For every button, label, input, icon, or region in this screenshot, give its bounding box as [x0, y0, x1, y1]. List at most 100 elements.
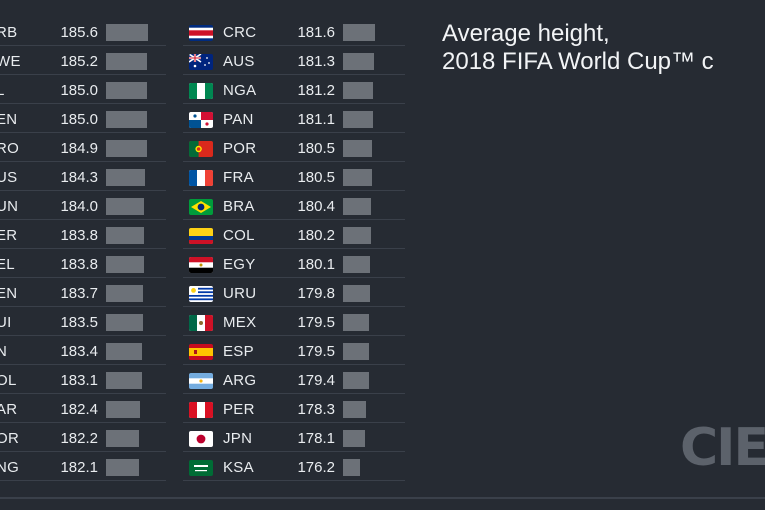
- country-code: L: [0, 82, 5, 99]
- saudi-arabia-flag-icon: [189, 460, 213, 476]
- height-bar: [343, 82, 374, 99]
- table-row: RB 185.6: [0, 17, 166, 46]
- height-value-label: 183.4: [60, 343, 98, 360]
- table-row: US 184.3: [0, 162, 166, 191]
- height-bar: [106, 24, 149, 41]
- height-value-label: 181.1: [297, 111, 335, 128]
- country-code: NG: [0, 459, 20, 476]
- country-code: NGA: [223, 82, 257, 99]
- height-bar: [106, 314, 143, 331]
- height-bar: [106, 401, 140, 418]
- cies-logo: CIES: [680, 418, 765, 478]
- country-code: CRC: [223, 24, 257, 41]
- height-value-label: 179.5: [297, 343, 335, 360]
- country-code: UN: [0, 198, 19, 215]
- height-bar: [106, 343, 143, 360]
- table-row: AUS 181.3: [183, 46, 405, 75]
- costa-rica-flag-icon: [189, 25, 213, 41]
- height-value-label: 180.5: [297, 140, 335, 157]
- table-row: WE 185.2: [0, 46, 166, 75]
- country-code: ESP: [223, 343, 254, 360]
- country-code: COL: [223, 227, 255, 244]
- height-bar: [343, 401, 366, 418]
- table-row: POR 180.5: [183, 133, 405, 162]
- height-bar: [343, 459, 360, 476]
- table-row: EL 183.8: [0, 249, 166, 278]
- country-code: AR: [0, 401, 18, 418]
- table-row: EN 183.7: [0, 278, 166, 307]
- footer-divider: [0, 497, 765, 499]
- table-row: PER 178.3: [183, 394, 405, 423]
- country-code: BRA: [223, 198, 255, 215]
- height-bar: [106, 430, 140, 447]
- left-column: RB 185.6 WE 185.2 L 185.0 EN 185.0 RO 184.9 US 184.…: [0, 17, 166, 481]
- table-row: URU 179.8: [183, 278, 405, 307]
- table-row: UN 184.0: [0, 191, 166, 220]
- height-bar: [106, 285, 144, 302]
- height-bar: [343, 198, 372, 215]
- height-value-label: 184.0: [60, 198, 98, 215]
- height-bar: [106, 459, 139, 476]
- country-code: FRA: [223, 169, 254, 186]
- country-code: WE: [0, 53, 21, 70]
- country-code: MEX: [223, 314, 257, 331]
- height-value-label: 178.1: [297, 430, 335, 447]
- height-value-label: 184.9: [60, 140, 98, 157]
- height-value-label: 183.5: [60, 314, 98, 331]
- chart-title: Average height, 2018 FIFA World Cup™ c: [442, 20, 714, 76]
- table-row: BRA 180.4: [183, 191, 405, 220]
- height-value-label: 185.0: [60, 82, 98, 99]
- table-row: ESP 179.5: [183, 336, 405, 365]
- height-value-label: 182.1: [60, 459, 98, 476]
- height-bar: [106, 169, 145, 186]
- height-value-label: 183.7: [60, 285, 98, 302]
- japan-flag-icon: [189, 431, 213, 447]
- height-value-label: 181.3: [297, 53, 335, 70]
- height-value-label: 183.8: [60, 227, 98, 244]
- france-flag-icon: [189, 170, 213, 186]
- table-row: COL 180.2: [183, 220, 405, 249]
- country-code: PER: [223, 401, 255, 418]
- height-bar: [343, 256, 371, 273]
- height-bar: [343, 140, 372, 157]
- country-code: RO: [0, 140, 20, 157]
- country-code: EL: [0, 256, 15, 273]
- height-value-label: 180.2: [297, 227, 335, 244]
- table-row: OL 183.1: [0, 365, 166, 394]
- height-value-label: 184.3: [60, 169, 98, 186]
- height-value-label: 180.1: [297, 256, 335, 273]
- portugal-flag-icon: [189, 141, 213, 157]
- height-bar: [343, 285, 370, 302]
- country-code: OR: [0, 430, 20, 447]
- table-row: UI 183.5: [0, 307, 166, 336]
- country-code: OL: [0, 372, 17, 389]
- table-row: ER 183.8: [0, 220, 166, 249]
- height-bar: [106, 372, 142, 389]
- right-column: CRC 181.6 AUS 181.3 NGA 181.2 PAN 181.1 POR 180.5…: [183, 17, 405, 481]
- country-code: ARG: [223, 372, 257, 389]
- table-row: MEX 179.5: [183, 307, 405, 336]
- spain-flag-icon: [189, 344, 213, 360]
- height-bar: [343, 24, 375, 41]
- table-row: CRC 181.6: [183, 17, 405, 46]
- height-bar: [343, 111, 374, 128]
- chart-title-line-2: 2018 FIFA World Cup™ c: [442, 48, 714, 75]
- table-row: OR 182.2: [0, 423, 166, 452]
- height-bar: [106, 82, 147, 99]
- argentina-flag-icon: [189, 373, 213, 389]
- height-value-label: 179.5: [297, 314, 335, 331]
- table-row: EN 185.0: [0, 104, 166, 133]
- height-value-label: 180.5: [297, 169, 335, 186]
- height-value-label: 180.4: [297, 198, 335, 215]
- height-bar: [343, 227, 371, 244]
- peru-flag-icon: [189, 402, 213, 418]
- mexico-flag-icon: [189, 315, 213, 331]
- height-value-label: 181.2: [297, 82, 335, 99]
- uruguay-flag-icon: [189, 286, 213, 302]
- table-row: AR 182.4: [0, 394, 166, 423]
- table-row: EGY 180.1: [183, 249, 405, 278]
- height-value-label: 182.2: [60, 430, 98, 447]
- height-bar: [343, 169, 372, 186]
- table-row: JPN 178.1: [183, 423, 405, 452]
- country-code: EN: [0, 111, 18, 128]
